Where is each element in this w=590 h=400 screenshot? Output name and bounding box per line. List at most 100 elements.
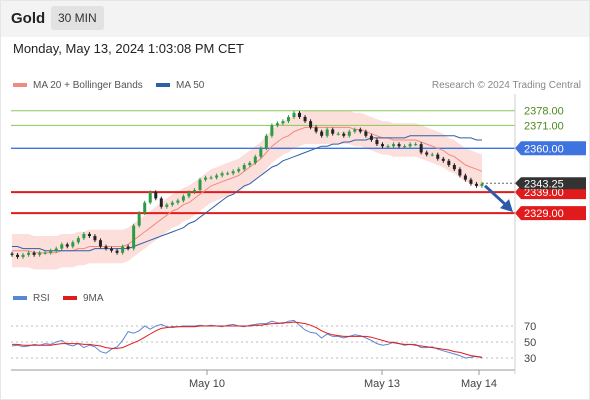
candle-body [32, 252, 36, 255]
timeframe-button[interactable]: 30 MIN [51, 6, 104, 30]
research-credit: Research © 2024 Trading Central [431, 80, 581, 91]
candle-body [126, 246, 130, 249]
candle-body [176, 200, 180, 203]
candle-body [281, 121, 285, 124]
candle-body [143, 202, 147, 214]
x-tick-label-May-13: May 13 [364, 378, 400, 390]
x-tick-label-May-10: May 10 [189, 378, 225, 390]
candle-body [104, 246, 108, 249]
rsi-swatch [13, 296, 27, 301]
candle-body [76, 238, 80, 243]
candle-body [49, 250, 53, 253]
candle-body [60, 244, 64, 249]
candle-body [198, 179, 202, 191]
candle-body [204, 177, 208, 180]
legend-ma50-label: MA 50 [176, 80, 205, 91]
candle-body [187, 192, 191, 197]
symbol-toolbar: Gold 30 MIN [0, 0, 590, 37]
ma50-line [12, 135, 482, 252]
candle-body [220, 173, 224, 176]
level-tag-2360.00 [515, 141, 586, 156]
candle-body [369, 135, 373, 140]
candle-body [342, 133, 346, 136]
candle-body [65, 244, 69, 247]
candle-body [380, 144, 384, 147]
candle-body [226, 173, 230, 175]
candle-body [414, 144, 418, 146]
candle-body [154, 192, 158, 199]
candle-body [469, 179, 473, 184]
ma20-line [12, 126, 483, 254]
candle-body [110, 248, 114, 251]
candle-body [320, 131, 324, 136]
candle-body [364, 131, 368, 136]
rsi-tick-30: 30 [524, 353, 536, 365]
candle-body [347, 131, 351, 136]
candle-body [397, 144, 401, 147]
candle-body [336, 133, 340, 135]
candle-body [452, 165, 456, 170]
candle-body [115, 250, 119, 253]
candle-body [21, 254, 25, 257]
legend-ma20-label: MA 20 + Bollinger Bands [33, 80, 143, 91]
candle-body [38, 252, 42, 255]
legend-rsi-label: RSI [33, 293, 50, 304]
candle-body [43, 252, 47, 254]
candle-body [71, 242, 75, 247]
candle-body [82, 233, 86, 239]
level-label-2371.00: 2371.00 [524, 120, 564, 132]
candle-body [87, 233, 91, 237]
candle-body [325, 129, 329, 136]
rsi-ma-swatch [63, 296, 77, 301]
candle-body [181, 196, 185, 201]
candle-body [447, 160, 451, 166]
legend-rsi-ma: 9MA [63, 293, 104, 304]
rsi-tick-70: 70 [524, 321, 536, 333]
candle-body [148, 192, 152, 203]
candle-body [419, 144, 423, 153]
candle-body [253, 156, 257, 163]
candle-body [292, 112, 296, 117]
projection-arrow-shaft [483, 184, 508, 207]
legend-ma20: MA 20 + Bollinger Bands [13, 80, 143, 91]
candle-body [353, 129, 357, 132]
candle-body [425, 152, 429, 155]
legend-rsi-ma-label: 9MA [83, 293, 104, 304]
candle-body [286, 116, 290, 122]
ma20-swatch [13, 83, 27, 88]
candle-body [93, 236, 97, 241]
candle-body [27, 252, 31, 255]
candle-body [132, 225, 136, 249]
level-tag-2329.00 [515, 206, 586, 221]
bollinger-bands [12, 110, 482, 270]
candle-body [458, 169, 462, 176]
candle-body [392, 144, 396, 147]
candle-body [159, 198, 163, 207]
candle-body [331, 129, 335, 134]
candle-body [121, 246, 125, 253]
candle-body [463, 175, 467, 180]
level-label-2360.00: 2360.00 [524, 143, 564, 155]
candle-body [441, 158, 445, 161]
legend-ma50: MA 50 [156, 80, 204, 91]
candle-body [303, 116, 307, 122]
level-label-2378.00: 2378.00 [524, 106, 564, 118]
candle-body [403, 146, 407, 148]
candle-body [137, 213, 141, 226]
candle-body [375, 139, 379, 145]
candle-body [436, 154, 440, 159]
candle-body [192, 190, 196, 193]
candle-body [242, 165, 246, 170]
ma50-swatch [156, 83, 170, 88]
candle-body [298, 112, 302, 117]
chart-datetime: Monday, May 13, 2024 1:03:08 PM CET [13, 41, 244, 56]
candle-body [248, 162, 252, 166]
current-price-label: 2343.25 [524, 178, 564, 190]
candle-body [430, 154, 434, 156]
candle-body [170, 202, 174, 205]
candle-body [386, 146, 390, 148]
candle-body [309, 121, 313, 128]
candle-body [314, 127, 318, 132]
level-label-2339.00: 2339.00 [524, 187, 564, 199]
